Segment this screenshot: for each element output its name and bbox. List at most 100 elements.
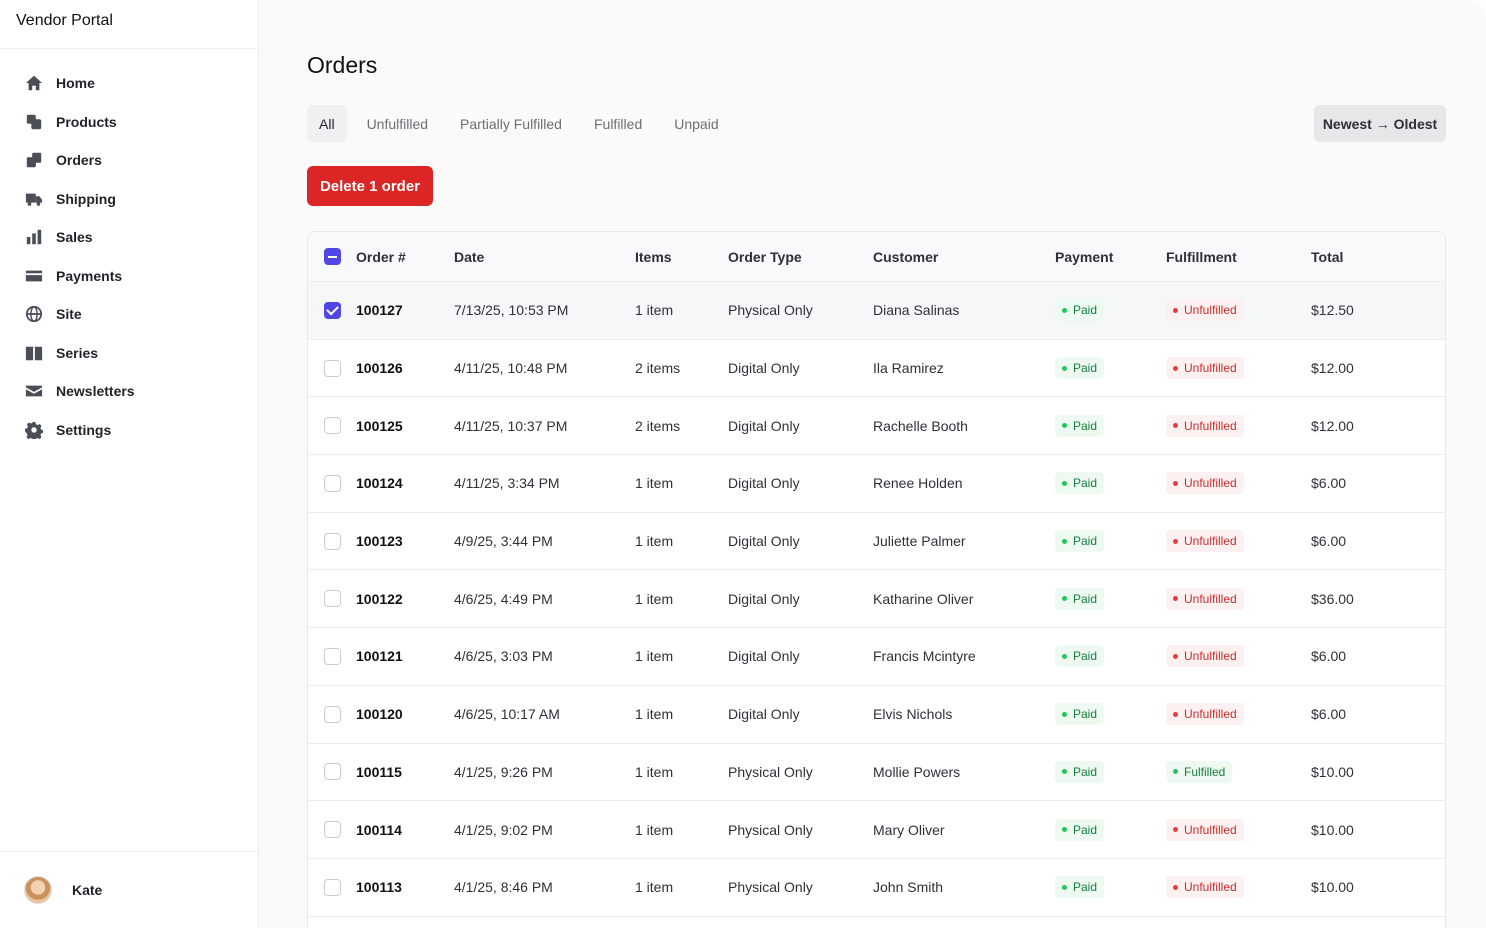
row-checkbox[interactable] [324, 647, 341, 665]
orders-table: Order # Date Items Order Type Customer P… [307, 231, 1446, 928]
table-row[interactable]: 100121 4/6/25, 3:03 PM 1 item Digital Only F… [308, 628, 1445, 686]
tab-partially-fulfilled[interactable]: Partially Fulfilled [460, 115, 562, 132]
status-dot [1173, 769, 1178, 775]
row-checkbox[interactable] [324, 590, 341, 608]
sidebar-item-payments[interactable]: Payments [0, 257, 258, 296]
order-number[interactable]: 100115 [356, 763, 402, 780]
payment-status-label: Paid [1073, 707, 1098, 722]
status-dot [1173, 423, 1178, 429]
fulfillment-status-label: Unfulfilled [1184, 303, 1237, 318]
fulfillment-status-label: Unfulfilled [1184, 418, 1237, 433]
sidebar-item-series[interactable]: Series [0, 334, 258, 373]
table-row[interactable]: 100114 4/1/25, 9:02 PM 1 item Physical Only… [308, 801, 1445, 859]
sidebar-item-newsletters[interactable]: Newsletters [0, 372, 258, 411]
sort-button[interactable]: Newest → Oldest [1314, 105, 1446, 142]
column-header-order[interactable]: Order # [356, 248, 406, 265]
tab-all[interactable]: All [307, 105, 347, 142]
payment-status-badge: Paid [1055, 530, 1105, 553]
fulfillment-status-badge: Fulfilled [1166, 760, 1233, 783]
order-type: Physical Only [728, 821, 813, 838]
sidebar-item-products[interactable]: Products [0, 103, 258, 142]
tab-unpaid[interactable]: Unpaid [674, 115, 719, 132]
row-checkbox[interactable] [324, 301, 341, 319]
fulfillment-status-label: Unfulfilled [1184, 591, 1237, 606]
tab-fulfilled[interactable]: Fulfilled [593, 115, 643, 132]
table-row[interactable]: 100113 4/1/25, 8:46 PM 1 item Physical Only… [308, 859, 1445, 917]
payment-status-label: Paid [1073, 476, 1098, 491]
order-date: 4/1/25, 9:26 PM [454, 763, 553, 780]
sidebar-item-label: Products [56, 113, 117, 130]
sidebar-item-shipping[interactable]: Shipping [0, 180, 258, 219]
order-number[interactable]: 100121 [356, 648, 403, 665]
order-number[interactable]: 100114 [356, 821, 402, 838]
column-header-total[interactable]: Total [1311, 248, 1344, 265]
order-date: 4/1/25, 9:02 PM [454, 821, 553, 838]
order-items: 1 item [635, 590, 674, 607]
row-checkbox[interactable] [324, 359, 341, 377]
status-dot [1173, 653, 1178, 659]
row-checkbox[interactable] [324, 474, 341, 492]
order-items: 1 item [635, 879, 674, 896]
table-row[interactable]: 100120 4/6/25, 10:17 AM 1 item Digital Only… [308, 686, 1445, 744]
column-header-customer[interactable]: Customer [873, 248, 939, 265]
customer-name: John Smith [873, 879, 944, 896]
row-checkbox[interactable] [324, 878, 341, 896]
row-checkbox[interactable] [324, 532, 341, 550]
order-number[interactable]: 100123 [356, 533, 403, 550]
fulfillment-status-badge: Unfulfilled [1166, 530, 1244, 553]
row-checkbox[interactable] [324, 821, 341, 839]
column-header-order-type[interactable]: Order Type [728, 248, 802, 265]
sidebar-item-sales[interactable]: Sales [0, 218, 258, 257]
table-row[interactable]: 100124 4/11/25, 3:34 PM 1 item Digital Only… [308, 455, 1445, 513]
table-row[interactable]: 100123 4/9/25, 3:44 PM 1 item Digital Only J… [308, 513, 1445, 571]
order-number[interactable]: 100126 [356, 360, 403, 377]
order-items: 2 items [635, 360, 681, 377]
tab-unfulfilled[interactable]: Unfulfilled [366, 115, 429, 132]
delete-orders-button[interactable]: Delete 1 order [307, 166, 433, 206]
select-all-checkbox[interactable] [324, 248, 341, 265]
sidebar-item-site[interactable]: Site [0, 295, 258, 334]
row-checkbox[interactable] [324, 763, 341, 781]
order-number[interactable]: 100122 [356, 590, 403, 607]
column-header-fulfillment[interactable]: Fulfillment [1166, 248, 1237, 265]
sidebar-item-settings[interactable]: Settings [0, 411, 258, 450]
table-row[interactable]: 100122 4/6/25, 4:49 PM 1 item Digital Only K… [308, 570, 1445, 629]
order-items: 1 item [635, 475, 674, 492]
credit-card-icon [24, 266, 44, 286]
payment-status-label: Paid [1073, 534, 1098, 549]
fulfillment-status-badge: Unfulfilled [1166, 645, 1244, 668]
column-header-payment[interactable]: Payment [1055, 248, 1114, 265]
fulfillment-status-badge: Unfulfilled [1166, 414, 1244, 437]
table-row[interactable]: 100115 4/1/25, 9:26 PM 1 item Physical Only… [308, 744, 1445, 802]
envelope-icon [24, 381, 44, 401]
table-header: Order # Date Items Order Type Customer P… [308, 232, 1445, 282]
row-checkbox[interactable] [324, 705, 341, 723]
order-items: 1 item [635, 763, 674, 780]
sidebar-item-orders[interactable]: Orders [0, 141, 258, 180]
order-number[interactable]: 100120 [356, 706, 403, 723]
status-dot [1173, 365, 1178, 371]
table-row[interactable]: 100127 7/13/25, 10:53 PM 1 item Physical On… [308, 282, 1445, 340]
order-number[interactable]: 100127 [356, 302, 403, 319]
order-total: $36.00 [1311, 590, 1354, 607]
order-number[interactable]: 100113 [356, 879, 402, 896]
order-date: 4/6/25, 4:49 PM [454, 590, 553, 607]
payment-status-badge: Paid [1055, 299, 1105, 322]
table-row[interactable]: 100126 4/11/25, 10:48 PM 2 items Digital On… [308, 340, 1445, 398]
column-header-items[interactable]: Items [635, 248, 672, 265]
fulfillment-status-badge: Unfulfilled [1166, 876, 1244, 899]
order-number[interactable]: 100125 [356, 417, 403, 434]
table-row[interactable]: 100125 4/11/25, 10:37 PM 2 items Digital On… [308, 397, 1445, 456]
order-items: 1 item [635, 821, 674, 838]
customer-name: Mary Oliver [873, 821, 945, 838]
row-checkbox[interactable] [324, 417, 341, 435]
customer-name: Renee Holden [873, 475, 963, 492]
order-number[interactable]: 100124 [356, 475, 403, 492]
order-type: Digital Only [728, 417, 800, 434]
customer-name: Diana Salinas [873, 302, 960, 319]
user-profile[interactable]: Kate [0, 851, 258, 928]
sidebar-item-home[interactable]: Home [0, 64, 258, 103]
order-type: Digital Only [728, 360, 800, 377]
order-date: 4/11/25, 10:48 PM [454, 360, 568, 377]
column-header-date[interactable]: Date [454, 248, 485, 265]
